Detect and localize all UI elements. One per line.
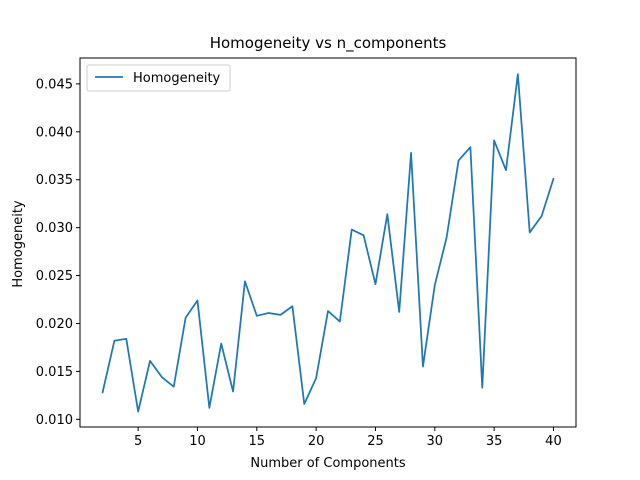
x-tick-label: 30 bbox=[427, 434, 444, 449]
y-tick-label: 0.030 bbox=[36, 221, 73, 236]
axes-frame bbox=[79, 57, 577, 428]
x-tick-label: 10 bbox=[189, 434, 206, 449]
x-tick-label: 5 bbox=[134, 434, 142, 449]
legend: Homogeneity bbox=[86, 64, 231, 92]
series-line-homogeneity bbox=[101, 73, 555, 413]
x-tick-label: 40 bbox=[545, 434, 562, 449]
y-tick-label: 0.040 bbox=[36, 125, 73, 140]
plot-area: 5 10 15 20 25 30 35 40 0.010 0.015 0.020 0.025 0.030… bbox=[36, 57, 577, 449]
y-tick-label: 0.020 bbox=[36, 317, 73, 332]
legend-label-homogeneity: Homogeneity bbox=[133, 71, 221, 86]
y-tick-label: 0.015 bbox=[36, 365, 73, 380]
y-tick-label: 0.025 bbox=[36, 269, 73, 284]
y-tick-label: 0.010 bbox=[36, 413, 73, 428]
y-tick-label: 0.045 bbox=[36, 77, 73, 92]
x-tick-label: 35 bbox=[486, 434, 503, 449]
legend-box bbox=[86, 64, 231, 92]
x-tick-label: 15 bbox=[249, 434, 266, 449]
x-axis-title: Number of Components bbox=[250, 456, 405, 471]
x-tick-label: 20 bbox=[308, 434, 325, 449]
y-tick-label: 0.035 bbox=[36, 173, 73, 188]
x-tick-label: 25 bbox=[367, 434, 384, 449]
y-axis-title: Homogeneity bbox=[11, 200, 26, 288]
chart-title: Homogeneity vs n_components bbox=[210, 34, 447, 53]
